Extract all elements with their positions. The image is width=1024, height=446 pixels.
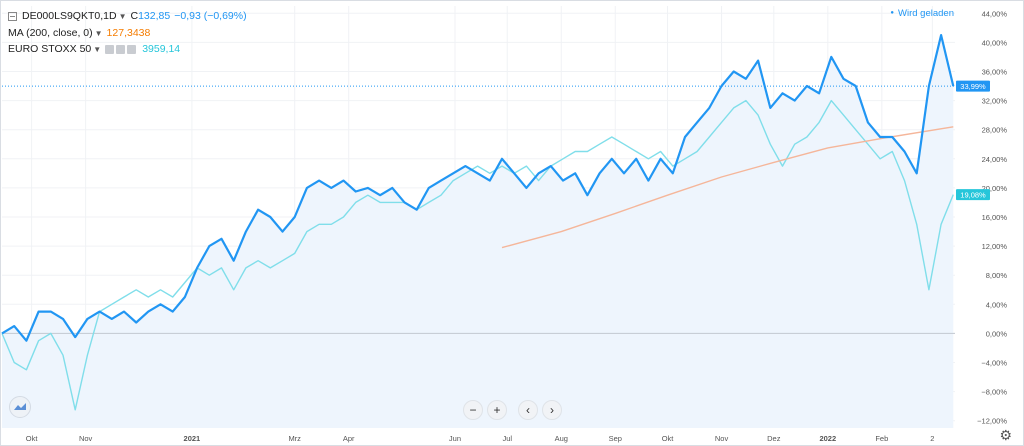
legend-compare-value: 3959,14: [142, 43, 181, 55]
legend-symbol: DE000LS9QKT0: [22, 10, 101, 22]
price-value-badge-bg: [956, 80, 990, 92]
x-tick-label: Apr: [343, 434, 355, 443]
chevron-down-icon[interactable]: ▼: [94, 28, 103, 38]
x-tick-label: Okt: [662, 434, 675, 443]
legend-compare-label: EURO STOXX 50: [8, 43, 92, 55]
logo-icon[interactable]: [9, 396, 31, 418]
legend-ma-value: 127,3438: [106, 27, 151, 39]
legend-ma-row[interactable]: MA (200, close, 0) ▼ 127,3438: [8, 27, 150, 39]
y-tick-label: 44,00%: [982, 9, 1008, 18]
zoom-out-button[interactable]: −: [463, 400, 483, 420]
y-tick-label: 40,00%: [982, 38, 1008, 47]
y-tick-label: 28,00%: [982, 126, 1008, 135]
legend-change: −0,93 (−0,69%): [174, 10, 247, 22]
gear-icon[interactable]: ⚙: [999, 427, 1012, 443]
y-tick-label: 24,00%: [982, 155, 1008, 164]
y-tick-label: −12,00%: [977, 417, 1007, 426]
moving-average-line: [501, 126, 954, 249]
legend-ma-label: MA (200, close, 0): [8, 27, 93, 39]
x-tick-label: Sep: [609, 434, 622, 443]
x-tick-label: Nov: [715, 434, 729, 443]
y-tick-label: 36,00%: [982, 67, 1008, 76]
x-tick-label: Jun: [449, 434, 461, 443]
legend-close-label: C: [130, 10, 139, 22]
legend-compare-row[interactable]: EURO STOXX 50 ▼ 3959,14: [8, 43, 180, 55]
close-icon[interactable]: [127, 44, 137, 54]
x-tick-label: Nov: [79, 434, 93, 443]
price-area: [2, 35, 954, 428]
y-tick-label: −4,00%: [981, 359, 1007, 368]
y-tick-label: 32,00%: [982, 97, 1008, 106]
y-tick-label: 4,00%: [986, 300, 1008, 309]
chevron-down-icon[interactable]: ▼: [118, 11, 127, 21]
settings-icon[interactable]: [116, 44, 126, 54]
zoom-in-button[interactable]: +: [487, 400, 507, 420]
legend-close-value: 132,85: [138, 10, 171, 22]
y-tick-label: 16,00%: [982, 213, 1008, 222]
eye-icon[interactable]: [105, 44, 115, 54]
x-tick-label: Feb: [875, 434, 888, 443]
chevron-down-icon[interactable]: ▼: [93, 44, 102, 54]
price-value-badge-label: 33,99%: [960, 82, 986, 91]
x-tick-label: Mrz: [288, 434, 301, 443]
x-tick-label: 2022: [819, 434, 836, 443]
y-tick-label: 20,00%: [982, 184, 1008, 193]
x-tick-label: Jul: [502, 434, 512, 443]
x-tick-label: 2: [930, 434, 934, 443]
legend-main-row[interactable]: DE000LS9QKT0, 1D ▼ C 132,85 −0,93 (−0,69…: [8, 10, 247, 22]
x-tick-label: 2021: [184, 434, 201, 443]
x-tick-label: Okt: [26, 434, 39, 443]
x-tick-label: Dez: [767, 434, 781, 443]
y-tick-label: 0,00%: [986, 329, 1008, 338]
collapse-legend-icon[interactable]: [8, 11, 17, 21]
y-tick-label: 12,00%: [982, 242, 1008, 251]
legend-interval: 1D: [103, 10, 117, 22]
y-tick-label: −8,00%: [981, 388, 1007, 397]
scroll-left-button[interactable]: ‹: [518, 400, 538, 420]
price-line: [1, 34, 955, 342]
euro-stoxx-line: [1, 99, 954, 411]
compare-value-badge-bg: [956, 189, 990, 201]
scroll-right-button[interactable]: ›: [542, 400, 562, 420]
y-tick-label: 8,00%: [986, 271, 1008, 280]
compare-value-badge-label: 19,08%: [960, 191, 986, 200]
x-tick-label: Aug: [555, 434, 568, 443]
loading-status: Wird geladen: [890, 8, 954, 19]
